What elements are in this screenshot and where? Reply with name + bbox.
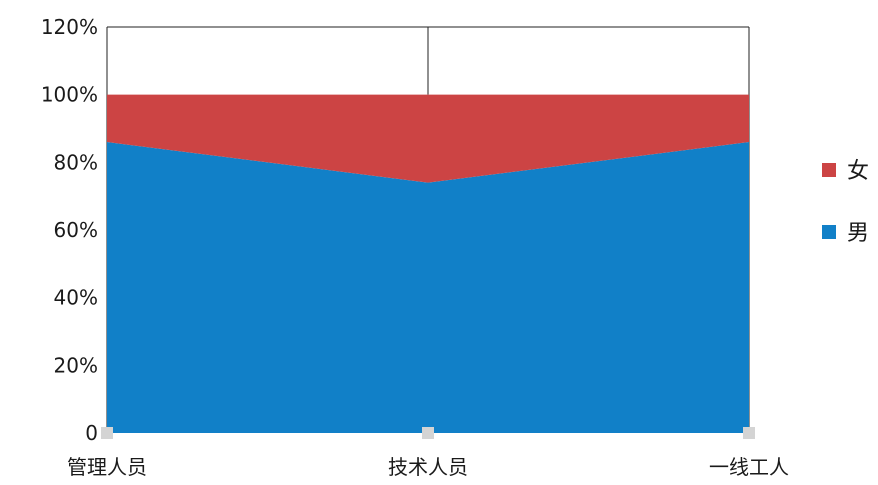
x-category-label: 技术人员 xyxy=(388,455,468,479)
area-series-group xyxy=(107,94,749,434)
legend: 女男 xyxy=(822,159,869,246)
x-axis: 管理人员 技术人员 一线工人 xyxy=(67,427,789,479)
y-tick-label: 40% xyxy=(54,286,98,310)
y-tick-label: 60% xyxy=(54,218,98,242)
legend-label: 女 xyxy=(847,159,869,184)
y-tick-label: 80% xyxy=(54,150,98,174)
legend-label: 男 xyxy=(847,221,869,246)
x-tick-marker xyxy=(422,427,434,439)
y-tick-label: 0 xyxy=(85,421,98,445)
y-tick-label: 100% xyxy=(41,83,98,107)
y-axis: 0 20% 40% 60% 80% 100% 120% xyxy=(41,15,98,445)
legend-swatch xyxy=(822,225,836,239)
area-series-1 xyxy=(107,142,749,434)
x-category-label: 一线工人 xyxy=(709,455,789,479)
legend-swatch xyxy=(822,163,836,177)
x-tick-marker xyxy=(743,427,755,439)
y-tick-label: 120% xyxy=(41,15,98,39)
x-category-label: 管理人员 xyxy=(67,455,147,479)
y-tick-label: 20% xyxy=(54,353,98,377)
area-series-2 xyxy=(107,94,749,183)
x-tick-marker xyxy=(101,427,113,439)
